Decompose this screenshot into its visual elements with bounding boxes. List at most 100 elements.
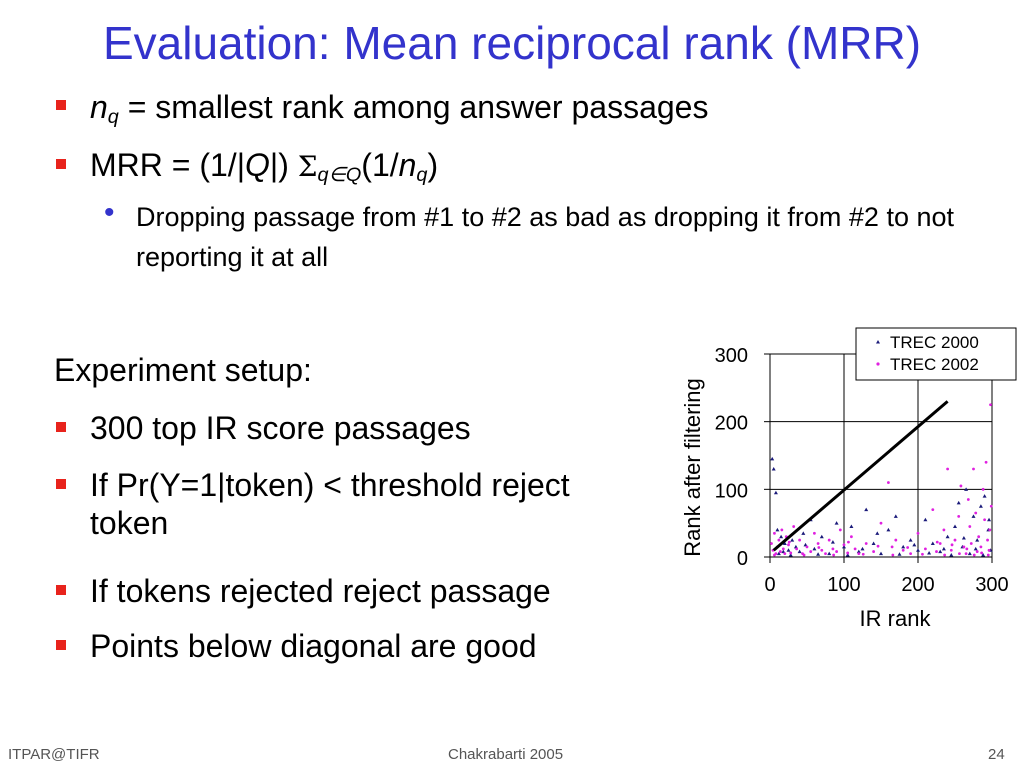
point-trec-2002	[924, 547, 927, 551]
point-trec-2002	[891, 553, 895, 557]
point-trec-2002	[789, 551, 793, 555]
point-trec-2002	[850, 535, 853, 539]
point-trec-2000	[770, 456, 775, 461]
point-trec-2002	[906, 546, 910, 549]
point-trec-2002	[950, 543, 954, 547]
experiment-bullet: If Pr(Y=1|token) < threshold reject toke…	[90, 467, 570, 541]
point-trec-2000	[781, 549, 786, 554]
legend-label: TREC 2002	[890, 355, 979, 374]
point-trec-2000	[981, 552, 986, 557]
point-trec-2002	[887, 481, 890, 484]
point-trec-2002	[853, 547, 857, 551]
x-axis-label: IR rank	[860, 606, 932, 631]
legend-marker-trec-2002	[876, 362, 880, 366]
bullet-marker	[56, 585, 66, 595]
point-trec-2002	[938, 542, 942, 545]
point-trec-2002	[802, 553, 806, 557]
sigma-symbol: Σ	[297, 150, 318, 183]
point-trec-2000	[901, 544, 906, 549]
point-trec-2002	[861, 552, 865, 556]
point-trec-2002	[931, 508, 935, 512]
point-trec-2002	[890, 545, 894, 549]
chart-grid	[764, 353, 993, 563]
point-trec-2002	[946, 467, 949, 471]
point-trec-2000	[916, 548, 920, 552]
point-trec-2000	[978, 504, 983, 508]
q-variable: Q	[245, 147, 270, 183]
point-trec-2000	[782, 541, 787, 545]
n-subscript: q	[416, 163, 428, 186]
point-trec-2000	[816, 552, 821, 556]
point-trec-2002	[872, 550, 875, 553]
point-trec-2002	[989, 403, 992, 407]
point-trec-2002	[988, 528, 992, 532]
point-trec-2002	[953, 538, 957, 542]
nq-subscript: q	[107, 105, 119, 128]
point-trec-2000	[945, 534, 950, 539]
y-tick-label: 0	[737, 548, 748, 570]
point-trec-2002	[838, 528, 842, 532]
point-trec-2000	[927, 550, 932, 555]
point-trec-2002	[816, 542, 820, 545]
y-tick-label: 300	[715, 345, 748, 367]
n-variable: n	[398, 147, 417, 183]
point-trec-2000	[827, 551, 832, 556]
point-trec-2000	[773, 490, 778, 495]
point-trec-2002	[975, 550, 979, 553]
point-trec-2000	[771, 467, 776, 471]
footer-center: Chakrabarti 2005	[448, 746, 564, 763]
nq-definition-text: = smallest rank among answer passages	[127, 89, 709, 125]
point-trec-2002	[813, 531, 816, 535]
sub-bullet-text: Dropping passage from #1 to #2 as bad as…	[136, 202, 955, 272]
point-trec-2002	[972, 553, 976, 557]
nq-variable: n	[90, 89, 108, 125]
point-trec-2000	[871, 541, 876, 545]
point-trec-2002	[981, 487, 985, 491]
point-trec-2000	[982, 494, 987, 498]
point-trec-2000	[875, 531, 880, 535]
point-trec-2000	[975, 538, 980, 542]
legend-label: TREC 2000	[890, 333, 979, 352]
point-trec-2000	[790, 538, 795, 542]
point-trec-2002	[942, 528, 946, 532]
slide-title: Evaluation: Mean reciprocal rank (MRR)	[102, 17, 922, 69]
point-trec-2002	[792, 525, 796, 528]
point-trec-2002	[977, 535, 981, 539]
point-trec-2002	[894, 538, 898, 542]
scatter-chart: 0 100 200 300 0 100 200 300 IR rank Rank after …	[680, 327, 1017, 631]
point-trec-2002	[935, 540, 939, 544]
bullet-marker	[56, 422, 66, 432]
point-trec-2000	[879, 551, 883, 556]
chart-ticks: 0 100 200 300 0 100 200 300	[715, 345, 1009, 596]
point-trec-2000	[786, 548, 791, 552]
point-trec-2002	[957, 515, 961, 518]
point-trec-2000	[987, 517, 992, 522]
point-trec-2000	[967, 551, 972, 556]
x-tick-label: 200	[901, 574, 934, 596]
diagonal-line	[772, 400, 949, 552]
footer-left: ITPAR@TIFR	[8, 746, 100, 763]
mrr-paren: (1/	[361, 147, 399, 183]
point-trec-2000	[779, 534, 784, 539]
point-trec-2002	[958, 552, 961, 556]
point-trec-2002	[795, 547, 799, 551]
point-trec-2000	[830, 540, 835, 544]
experiment-bullet: If tokens rejected reject passage	[90, 573, 551, 609]
y-tick-label: 200	[715, 413, 748, 435]
point-trec-2002	[879, 521, 883, 525]
point-trec-2000	[886, 527, 891, 532]
point-trec-2002	[935, 550, 938, 553]
bullet-marker	[56, 159, 66, 169]
point-trec-2000	[893, 514, 898, 518]
sigma-subscript: q∈Q	[317, 163, 362, 186]
chart-points	[770, 403, 993, 557]
point-trec-2002	[805, 545, 809, 549]
point-trec-2002	[798, 538, 801, 542]
point-trec-2002	[773, 531, 776, 535]
point-trec-2002	[783, 552, 787, 556]
point-trec-2002	[847, 540, 850, 544]
mrr-prefix: MRR = (1/|	[90, 147, 245, 183]
point-trec-2000	[953, 524, 957, 529]
experiment-bullet: Points below diagonal are good	[90, 628, 537, 664]
point-trec-2002	[787, 540, 791, 544]
